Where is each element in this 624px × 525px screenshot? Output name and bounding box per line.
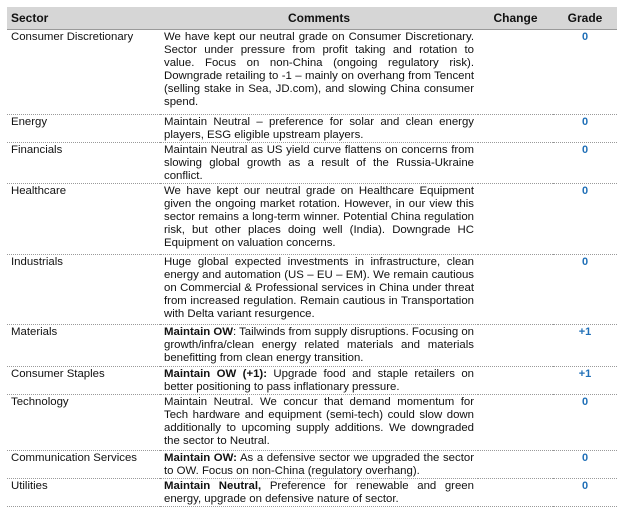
sector-name: Technology <box>7 394 160 451</box>
sector-change <box>478 114 553 143</box>
comment-text: We have kept our neutral grade on Health… <box>164 185 474 249</box>
table-row: Industrials Huge global expected investme… <box>7 254 617 325</box>
sector-comment: Maintain OW (+1): Upgrade food and stapl… <box>160 366 478 395</box>
sector-name: Energy <box>7 114 160 143</box>
sector-comment: Maintain Neutral. We concur that demand … <box>160 394 478 451</box>
sector-comment: Maintain Neutral – preference for solar … <box>160 114 478 143</box>
sector-change <box>478 450 553 479</box>
sector-comment: We have kept our neutral grade on Consum… <box>160 29 478 115</box>
comment-text: We have kept our neutral grade on Consum… <box>164 31 474 108</box>
sector-grade: +1 <box>553 324 617 367</box>
sector-grade: 0 <box>553 183 617 255</box>
sector-table-container: Sector Comments Change Grade Consumer Di… <box>7 7 617 507</box>
sector-name: Utilities <box>7 478 160 507</box>
table-row: Healthcare We have kept our neutral grade… <box>7 183 617 255</box>
sector-change <box>478 29 553 115</box>
sector-name: Materials <box>7 324 160 367</box>
comment-text: Maintain Neutral – preference for solar … <box>164 116 474 141</box>
sector-grade: +1 <box>553 366 617 395</box>
sector-comment: We have kept our neutral grade on Health… <box>160 183 478 255</box>
table-row: Communication Services Maintain OW: As a … <box>7 450 617 479</box>
table-row: Consumer Discretionary We have kept our n… <box>7 29 617 115</box>
sector-name: Financials <box>7 142 160 184</box>
comment-emphasis: Maintain OW (+1): <box>164 368 268 380</box>
sector-name: Communication Services <box>7 450 160 479</box>
sector-change <box>478 324 553 367</box>
sector-grade: 0 <box>553 394 617 451</box>
comment-text: Maintain Neutral. We concur that demand … <box>164 396 474 447</box>
table-header-row: Sector Comments Change Grade <box>7 7 617 30</box>
sector-change <box>478 254 553 325</box>
comment-emphasis: Maintain OW <box>164 326 233 338</box>
comment-text: Upgrade food and staple retailers on bet… <box>164 368 474 393</box>
sector-grade: 0 <box>553 450 617 479</box>
header-comments: Comments <box>160 7 478 30</box>
sector-change <box>478 366 553 395</box>
comment-text: Maintain Neutral as US yield curve flatt… <box>164 144 474 182</box>
comment-text: Preference for renewable and green energ… <box>164 480 474 505</box>
table-row: Utilities Maintain Neutral, Preference fo… <box>7 478 617 507</box>
sector-grade: 0 <box>553 142 617 184</box>
sector-comment: Maintain OW: Tailwinds from supply disru… <box>160 324 478 367</box>
sector-name: Industrials <box>7 254 160 325</box>
sector-comment: Maintain Neutral as US yield curve flatt… <box>160 142 478 184</box>
sector-grade: 0 <box>553 254 617 325</box>
sector-comment: Maintain Neutral, Preference for renewab… <box>160 478 478 507</box>
sector-name: Consumer Discretionary <box>7 29 160 115</box>
table-row: Financials Maintain Neutral as US yield c… <box>7 142 617 184</box>
sector-comment: Huge global expected investments in infr… <box>160 254 478 325</box>
sector-grade: 0 <box>553 478 617 507</box>
sector-name: Healthcare <box>7 183 160 255</box>
table-body: Consumer Discretionary We have kept our n… <box>7 29 617 507</box>
sector-grades-table: Sector Comments Change Grade Consumer Di… <box>7 7 617 507</box>
sector-change <box>478 394 553 451</box>
table-row: Consumer Staples Maintain OW (+1): Upgrad… <box>7 366 617 395</box>
header-grade: Grade <box>553 7 617 30</box>
sector-change <box>478 142 553 184</box>
table-row: Energy Maintain Neutral – preference for … <box>7 114 617 143</box>
table-row: Technology Maintain Neutral. We concur th… <box>7 394 617 451</box>
sector-name: Consumer Staples <box>7 366 160 395</box>
comment-text: : Tailwinds from supply disruptions. Foc… <box>164 326 474 364</box>
comment-text: Huge global expected investments in infr… <box>164 256 474 320</box>
comment-text: As a defensive sector we upgraded the se… <box>164 452 474 477</box>
sector-change <box>478 183 553 255</box>
sector-grade: 0 <box>553 114 617 143</box>
sector-grade: 0 <box>553 29 617 115</box>
sector-comment: Maintain OW: As a defensive sector we up… <box>160 450 478 479</box>
table-row: Materials Maintain OW: Tailwinds from sup… <box>7 324 617 367</box>
comment-emphasis: Maintain Neutral, <box>164 480 262 492</box>
header-sector: Sector <box>7 7 160 30</box>
header-change: Change <box>478 7 553 30</box>
sector-change <box>478 478 553 507</box>
comment-emphasis: Maintain OW: <box>164 452 237 464</box>
